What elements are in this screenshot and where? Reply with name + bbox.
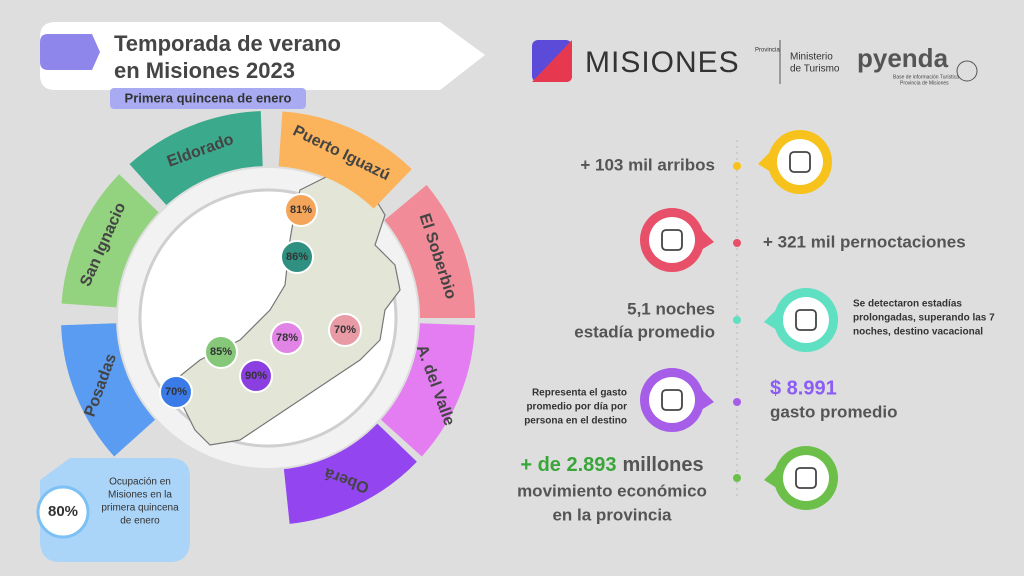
pyenda-tagline: Base de información Turística: [893, 74, 959, 80]
icon-inner: [777, 139, 823, 185]
occupancy-bubble: [40, 458, 190, 562]
ministerio: Ministerio: [790, 52, 833, 63]
map-pin: [270, 321, 304, 355]
occupancy-caption: Ocupación en: [109, 477, 171, 488]
occupancy-circle: [36, 485, 90, 539]
timeline-dot: [733, 474, 741, 482]
timeline-dot: [733, 398, 741, 406]
map-pin: [284, 193, 318, 227]
map-pin: [328, 313, 362, 347]
stat-text: en la provincia: [552, 505, 672, 524]
stat-text-part: millones: [623, 454, 704, 476]
pin-value: 90%: [245, 370, 267, 382]
region-petal: [61, 323, 156, 457]
misiones-logo: MISIONES: [585, 46, 740, 79]
icon-glyph: [661, 229, 683, 251]
provincia-label: Provincia: [755, 48, 780, 54]
region-petal: [384, 184, 475, 318]
icon-inner: [649, 217, 695, 263]
stat-text: movimiento económico: [517, 481, 707, 500]
pin-value: 81%: [290, 204, 312, 216]
subtitle-pill: [110, 88, 306, 109]
title-line: en Misiones 2023: [114, 58, 295, 83]
title-line: Temporada de verano: [114, 31, 341, 56]
stat-text: estadía promedio: [574, 322, 715, 341]
stat-note: Se detectaron estadías: [853, 299, 962, 310]
stat-text: gasto promedio: [770, 402, 898, 421]
icon-glyph: [661, 389, 683, 411]
subtitle: Primera quincena de enero: [125, 90, 292, 105]
map-pin: [280, 240, 314, 274]
stat-note: Representa el gasto: [532, 388, 627, 399]
stat-text: + de 2.893 millones: [520, 454, 703, 476]
pin-value: 70%: [334, 324, 356, 336]
region-petal: [283, 423, 417, 524]
icon-glyph: [795, 309, 817, 331]
pyenda-logo: pyenda: [857, 43, 949, 73]
stat-text: + 103 mil arribos: [580, 155, 715, 174]
occupancy-value: 80%: [48, 503, 78, 520]
pin-value: 70%: [165, 386, 187, 398]
pin-value: 78%: [276, 332, 298, 344]
occupancy-caption: primera quincena: [101, 503, 179, 514]
stat-note: noches, destino vacacional: [853, 327, 983, 338]
occupancy-caption: Misiones en la: [108, 490, 172, 501]
region-petal: [380, 323, 475, 457]
timeline-dot: [733, 162, 741, 170]
pin-value: 86%: [286, 251, 308, 263]
icon-inner: [783, 297, 829, 343]
timeline-dot: [733, 239, 741, 247]
stat-text: 5,1 noches: [627, 299, 715, 318]
region-petal: [129, 111, 263, 206]
title-banner: [40, 22, 485, 90]
icon-inner: [649, 377, 695, 423]
misiones-logo-mark: [532, 40, 572, 82]
map-pin: [159, 375, 193, 409]
stat-highlight: + de 2.893: [520, 454, 616, 476]
map-pin: [204, 335, 238, 369]
banner-accent: [40, 34, 100, 70]
pyenda-tagline: Provincia de Misiones: [900, 80, 949, 86]
globe-icon: [956, 60, 978, 82]
stat-note: prolongadas, superando las 7: [853, 313, 995, 324]
icon-inner: [783, 455, 829, 501]
icon-glyph: [789, 151, 811, 173]
stat-note: persona en el destino: [524, 416, 627, 427]
timeline-dot: [733, 316, 741, 324]
ministerio: de Turismo: [790, 64, 840, 75]
occupancy-caption: de enero: [120, 516, 160, 527]
stat-highlight: $ 8.991: [770, 377, 837, 399]
stat-note: promedio por día por: [526, 402, 627, 413]
stat-text: + 321 mil pernoctaciones: [763, 232, 966, 251]
region-petal: [61, 174, 159, 308]
pin-value: 85%: [210, 346, 232, 358]
misiones-map: [174, 174, 401, 446]
region-petal: [278, 111, 412, 209]
map-pin: [239, 359, 273, 393]
icon-glyph: [795, 467, 817, 489]
